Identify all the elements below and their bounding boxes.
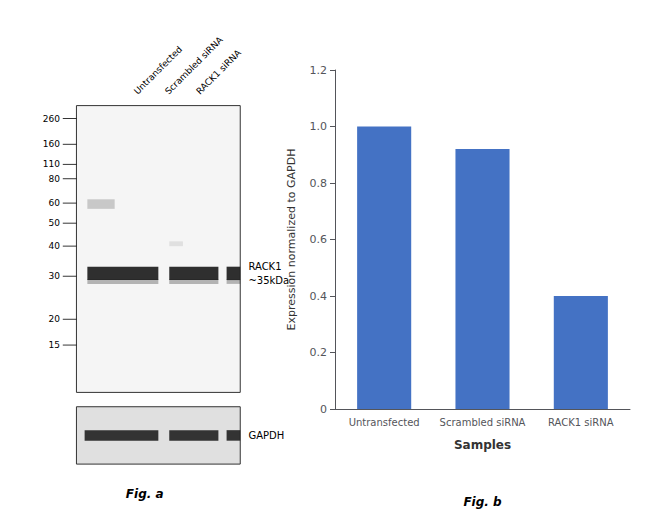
svg-text:30: 30	[49, 271, 61, 281]
svg-text:0.2: 0.2	[310, 346, 328, 359]
svg-text:Untransfected: Untransfected	[132, 44, 185, 97]
svg-text:Samples: Samples	[454, 438, 511, 452]
svg-text:0.6: 0.6	[310, 233, 328, 246]
svg-text:260: 260	[43, 114, 60, 124]
svg-text:15: 15	[49, 340, 60, 350]
svg-text:0.4: 0.4	[310, 290, 328, 303]
svg-text:1.2: 1.2	[310, 64, 328, 77]
svg-text:80: 80	[49, 174, 61, 184]
svg-text:0.8: 0.8	[310, 177, 328, 190]
svg-text:160: 160	[43, 139, 60, 149]
svg-text:20: 20	[49, 314, 61, 324]
svg-text:GAPDH: GAPDH	[248, 430, 284, 441]
svg-text:Scrambled siRNA: Scrambled siRNA	[163, 34, 225, 96]
svg-text:0: 0	[320, 403, 327, 416]
svg-text:40: 40	[49, 241, 61, 251]
svg-text:1.0: 1.0	[310, 120, 328, 133]
svg-text:~35kDa: ~35kDa	[248, 275, 289, 286]
svg-text:110: 110	[43, 159, 60, 169]
svg-text:50: 50	[49, 218, 61, 228]
svg-text:Untransfected: Untransfected	[349, 417, 420, 428]
svg-text:RACK1 siRNA: RACK1 siRNA	[548, 417, 614, 428]
svg-text:RACK1: RACK1	[248, 261, 281, 272]
svg-text:Expression normalized to GAPDH: Expression normalized to GAPDH	[285, 149, 298, 331]
svg-text:Fig. b: Fig. b	[463, 495, 502, 509]
svg-text:Scrambled siRNA: Scrambled siRNA	[440, 417, 526, 428]
svg-text:60: 60	[49, 198, 61, 208]
svg-text:Fig. a: Fig. a	[126, 487, 164, 501]
svg-text:RACK1 siRNA: RACK1 siRNA	[194, 47, 243, 96]
